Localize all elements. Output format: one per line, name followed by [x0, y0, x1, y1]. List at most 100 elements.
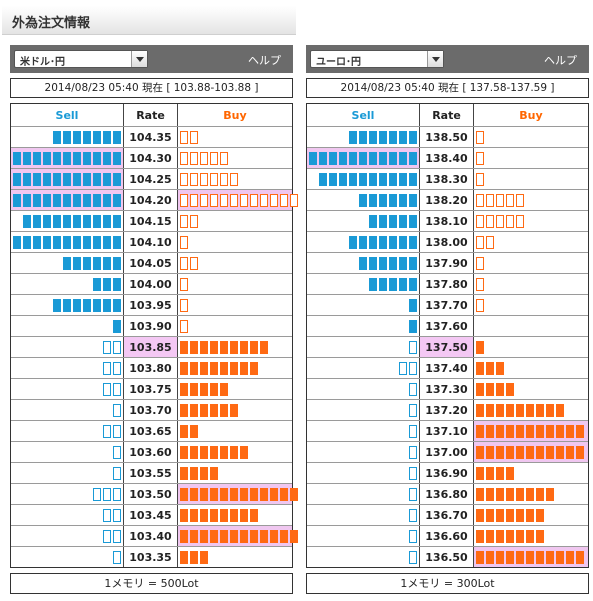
sell-block — [399, 256, 407, 270]
rate-cell: 136.50 — [419, 546, 474, 567]
buy-block — [536, 529, 544, 543]
sell-block — [113, 130, 121, 144]
buy-volume-bar — [178, 529, 298, 543]
sell-block — [369, 214, 377, 228]
help-link[interactable]: ヘルプ — [544, 54, 577, 67]
sell-block — [113, 382, 121, 396]
table-row: 103.90 — [11, 315, 292, 337]
sell-block — [369, 151, 377, 165]
buy-block — [210, 172, 218, 186]
sell-block — [389, 235, 397, 249]
buy-block — [536, 445, 544, 459]
sell-volume-bar — [409, 466, 419, 480]
buy-cell — [177, 399, 292, 421]
buy-block — [210, 403, 218, 417]
buy-block — [230, 193, 238, 207]
sell-block — [113, 361, 121, 375]
rate-cell: 138.00 — [419, 231, 474, 253]
table-row: 137.60 — [307, 315, 588, 337]
buy-block — [516, 529, 524, 543]
sell-block — [389, 277, 397, 291]
sell-block — [409, 403, 417, 417]
sell-block — [409, 487, 417, 501]
panel-header: 米ドル･円 ヘルプ — [10, 45, 293, 73]
sell-block — [389, 256, 397, 270]
table-row: 103.80 — [11, 357, 292, 379]
buy-block — [496, 550, 504, 564]
help-link[interactable]: ヘルプ — [248, 54, 281, 67]
buy-volume-bar — [178, 550, 208, 564]
buy-block — [536, 550, 544, 564]
table-row: 104.15 — [11, 210, 292, 232]
buy-volume-bar — [178, 487, 298, 501]
currency-pair-select[interactable]: 米ドル･円 — [14, 50, 148, 68]
scale-note: 1メモリ = 500Lot — [10, 573, 293, 594]
sell-volume-bar — [409, 319, 419, 333]
buy-column-header: Buy — [473, 104, 588, 127]
buy-block — [200, 361, 208, 375]
rate-cell: 137.60 — [419, 315, 474, 337]
buy-cell — [177, 147, 292, 169]
buy-cell — [177, 504, 292, 526]
buy-cell — [473, 315, 588, 337]
buy-block — [506, 403, 514, 417]
table-row: 103.35 — [11, 546, 292, 567]
rate-cell: 103.55 — [123, 462, 178, 484]
sell-block — [113, 151, 121, 165]
sell-block — [103, 424, 111, 438]
sell-block — [73, 151, 81, 165]
table-row: 137.80 — [307, 273, 588, 295]
buy-block — [190, 382, 198, 396]
chevron-down-icon[interactable] — [131, 51, 147, 67]
buy-block — [260, 340, 268, 354]
sell-volume-bar — [113, 550, 123, 564]
sell-block — [369, 172, 377, 186]
buy-block — [576, 445, 584, 459]
sell-cell — [11, 168, 124, 190]
buy-block — [496, 403, 504, 417]
buy-block — [190, 403, 198, 417]
currency-pair-select[interactable]: ユーロ･円 — [310, 50, 444, 68]
buy-block — [476, 151, 484, 165]
sell-block — [73, 130, 81, 144]
buy-volume-bar — [178, 361, 258, 375]
buy-block — [476, 193, 484, 207]
buy-block — [496, 529, 504, 543]
sell-block — [113, 319, 121, 333]
buy-cell — [473, 546, 588, 567]
buy-block — [210, 151, 218, 165]
sell-block — [379, 172, 387, 186]
buy-block — [486, 487, 494, 501]
buy-cell — [177, 273, 292, 295]
buy-volume-bar — [474, 172, 484, 186]
buy-cell — [473, 231, 588, 253]
sell-block — [93, 256, 101, 270]
sell-block — [103, 487, 111, 501]
table-row: 136.60 — [307, 525, 588, 547]
buy-block — [536, 508, 544, 522]
sell-cell — [11, 294, 124, 316]
sell-cell — [11, 315, 124, 337]
buy-cell — [473, 210, 588, 232]
buy-block — [250, 487, 258, 501]
sell-block — [103, 130, 111, 144]
chevron-down-icon[interactable] — [427, 51, 443, 67]
page-header: 外為注文情報 — [2, 6, 296, 35]
buy-block — [230, 445, 238, 459]
buy-block — [576, 424, 584, 438]
buy-block — [180, 256, 188, 270]
sell-block — [23, 193, 31, 207]
sell-block — [113, 340, 121, 354]
buy-block — [566, 445, 574, 459]
buy-volume-bar — [178, 382, 228, 396]
sell-block — [93, 487, 101, 501]
buy-block — [476, 550, 484, 564]
buy-block — [240, 340, 248, 354]
buy-block — [476, 508, 484, 522]
sell-cell — [11, 252, 124, 274]
sell-volume-bar — [409, 529, 419, 543]
buy-block — [190, 214, 198, 228]
buy-volume-bar — [474, 466, 514, 480]
buy-block — [496, 466, 504, 480]
buy-block — [486, 193, 494, 207]
